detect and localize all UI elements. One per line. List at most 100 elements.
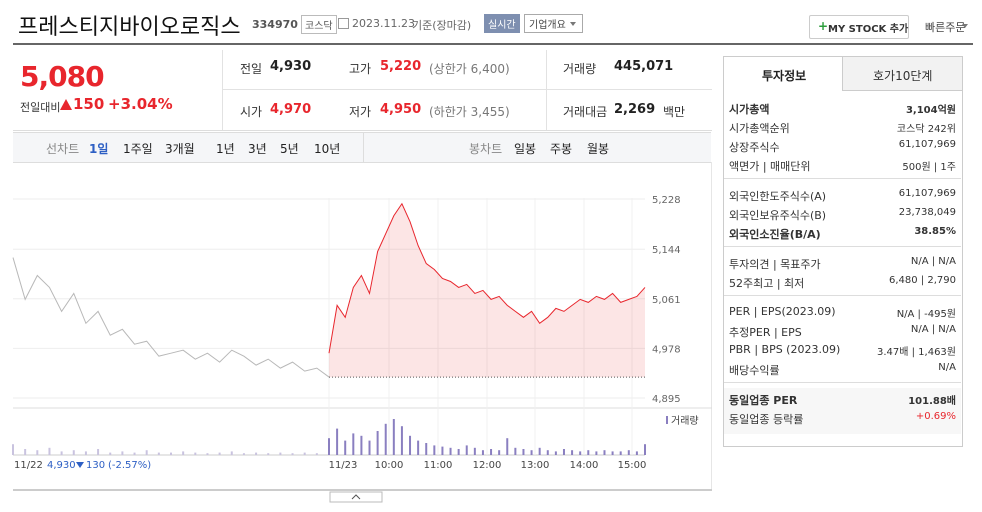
- volume-bar: [206, 453, 209, 455]
- candle-chart-label: 봉차트: [469, 142, 503, 156]
- info-label: 투자의견 | 목표주가: [729, 258, 821, 271]
- company-info-button[interactable]: 기업개요: [524, 14, 583, 33]
- header-rule: [13, 43, 973, 45]
- volume-bar: [400, 426, 403, 455]
- quote-vline: [222, 50, 223, 130]
- info-label: 액면가 | 매매단위: [729, 160, 811, 173]
- volume-bar: [619, 451, 622, 455]
- section-line: [724, 295, 961, 296]
- info-label: 52주최고 | 최저: [729, 277, 805, 290]
- info-value: N/A | N/A: [910, 256, 956, 267]
- section-bg: [724, 388, 961, 434]
- volume-bar: [145, 450, 148, 455]
- volume-bar: [279, 452, 282, 455]
- info-value: 61,107,969: [898, 139, 956, 150]
- volume-bar: [522, 449, 525, 455]
- period-tab[interactable]: 1년: [216, 142, 235, 156]
- volume-bar: [425, 443, 428, 455]
- volume-bar: [587, 450, 590, 455]
- volume-bar: [368, 440, 371, 455]
- volume-bar: [603, 450, 606, 455]
- volume-bar: [218, 452, 221, 455]
- volume-bar: [433, 445, 436, 455]
- volume-bar: [562, 449, 565, 455]
- chart-tab-bar: [13, 132, 711, 163]
- quote-value: 5,220: [380, 59, 422, 74]
- info-tab[interactable]: 호가10단계: [873, 69, 933, 83]
- period-tab[interactable]: 3개월: [165, 142, 195, 156]
- volume-bar: [121, 451, 124, 455]
- info-value: 6,480 | 2,790: [889, 275, 956, 286]
- stock-code: 334970: [252, 18, 298, 31]
- volume-bar: [255, 452, 258, 455]
- info-tab[interactable]: 투자정보: [762, 69, 807, 83]
- quote-note: (하한가 3,455): [429, 105, 510, 119]
- section-line: [724, 382, 961, 383]
- volume-bar: [360, 435, 363, 455]
- prev-change-percent: (-2.57%): [108, 460, 151, 471]
- price-line: [12, 257, 330, 378]
- quote-label: 저가: [349, 105, 372, 119]
- info-value: 101.88배: [908, 396, 956, 407]
- area-fill: [329, 203, 645, 378]
- volume-bar: [392, 419, 395, 455]
- info-label: 상장주식수: [729, 141, 780, 154]
- current-price: 5,080: [20, 60, 105, 93]
- realtime-button[interactable]: 실시간: [484, 14, 520, 33]
- volume-bar: [490, 449, 493, 455]
- volume-bar: [97, 449, 100, 455]
- volume-bar: [417, 440, 420, 455]
- quote-vline: [546, 50, 547, 130]
- volume-bar: [611, 451, 614, 455]
- candle-tab[interactable]: 월봉: [587, 142, 610, 156]
- volume-bar: [230, 451, 233, 455]
- period-tab[interactable]: 5년: [280, 142, 299, 156]
- period-tab[interactable]: 10년: [314, 142, 341, 156]
- volume-bar: [449, 447, 452, 455]
- volume-bar: [384, 423, 387, 455]
- y-tick-label: 4,895: [652, 394, 681, 405]
- info-tab-inactive: [842, 57, 962, 91]
- change-label: 전일대비: [20, 101, 61, 114]
- volume-bar: [635, 451, 638, 455]
- quick-order-button[interactable]: 빠른주문: [925, 21, 966, 34]
- volume-bar: [571, 450, 574, 455]
- info-label: 동일업종 등락률: [729, 413, 804, 426]
- volume-bar: [133, 452, 136, 455]
- period-tab[interactable]: 3년: [248, 142, 267, 156]
- x-tick-label: 13:00: [521, 460, 550, 471]
- volume-bar: [644, 444, 646, 455]
- y-tick-label: 5,061: [652, 295, 681, 306]
- candle-tab[interactable]: 일봉: [514, 142, 537, 156]
- volume-bar: [303, 452, 306, 455]
- prev-change: 130: [86, 460, 105, 471]
- volume-bar: [352, 433, 355, 455]
- volume-bar: [48, 447, 51, 455]
- my-stock-label[interactable]: MY STOCK 추가: [828, 24, 909, 35]
- x-tick-label: 15:00: [618, 460, 647, 471]
- down-arrow: [76, 462, 84, 468]
- volume-bar: [194, 452, 197, 455]
- quote-label: 고가: [349, 62, 372, 76]
- volume-bar: [498, 450, 501, 455]
- volume-bar: [546, 450, 549, 455]
- period-tab[interactable]: 1주일: [123, 142, 153, 156]
- volume-bar: [441, 446, 444, 455]
- quote-hline: [222, 89, 712, 90]
- volume-bar: [376, 431, 379, 455]
- period-tab[interactable]: 1일: [89, 142, 109, 156]
- volume-bar: [291, 453, 294, 455]
- x-tick-label: 12:00: [473, 460, 502, 471]
- quote-value: 2,269: [614, 102, 656, 117]
- my-stock-button[interactable]: [809, 15, 909, 39]
- y-tick-label: 4,978: [652, 344, 681, 355]
- quote-note: (상한가 6,400): [429, 62, 510, 76]
- section-line: [724, 246, 961, 247]
- volume-bar: [12, 444, 14, 455]
- volume-bar: [170, 452, 172, 455]
- volume-bar: [344, 440, 347, 455]
- candle-tab[interactable]: 주봉: [550, 142, 573, 156]
- dropdown-arrow: [570, 22, 576, 26]
- volume-bar: [579, 451, 582, 455]
